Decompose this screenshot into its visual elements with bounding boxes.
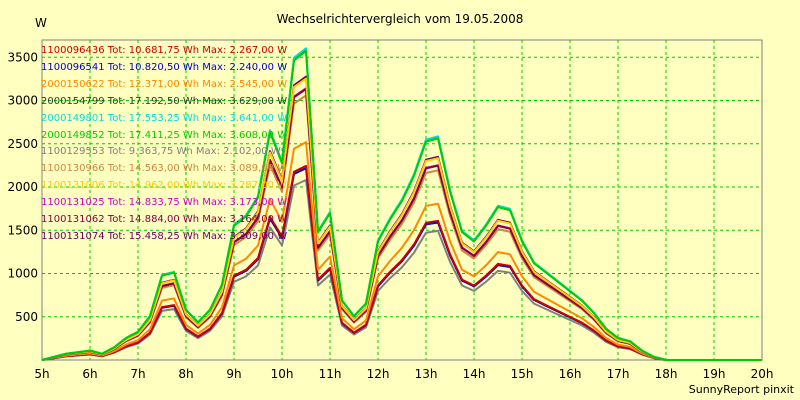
x-tick-label: 17h — [607, 367, 630, 381]
legend-entry: 2000149852 Tot: 17.411,25 Wh Max: 3.608,… — [41, 129, 288, 141]
x-tick-label: 11h — [319, 367, 342, 381]
x-tick-label: 16h — [559, 367, 582, 381]
legend-entry: 1100130966 Tot: 14.563,00 Wh Max: 3.089,… — [41, 163, 288, 175]
x-tick-label: 8h — [178, 367, 193, 381]
x-tick-label: 10h — [271, 367, 294, 381]
x-tick-label: 5h — [34, 367, 49, 381]
x-tick-label: 6h — [82, 367, 97, 381]
footer-credit: SunnyReport pinxit — [688, 383, 794, 396]
x-tick-label: 19h — [703, 367, 726, 381]
y-tick-label: 3000 — [7, 94, 38, 108]
y-axis-unit: W — [35, 16, 47, 30]
legend: 1100096436 Tot: 10.681,75 Wh Max: 2.267,… — [41, 43, 287, 246]
legend-entry: 1100131074 Tot: 15.458,25 Wh Max: 3.309,… — [41, 230, 288, 242]
x-tick-label: 20h — [751, 367, 774, 381]
legend-entry: 2000149801 Tot: 17.553,25 Wh Max: 3.641,… — [41, 112, 288, 124]
legend-entry: 1100131025 Tot: 14.833,75 Wh Max: 3.173,… — [41, 197, 288, 209]
y-tick-label: 1500 — [7, 223, 38, 237]
legend-entry: 1100129553 Tot: 9.363,75 Wh Max: 2.102,0… — [41, 146, 281, 158]
x-tick-label: 14h — [463, 367, 486, 381]
x-tick-label: 9h — [226, 367, 241, 381]
x-tick-label: 12h — [367, 367, 390, 381]
y-tick-label: 3500 — [7, 50, 38, 64]
y-tick-label: 500 — [15, 310, 38, 324]
y-tick-label: 2500 — [7, 137, 38, 151]
x-tick-label: 15h — [511, 367, 534, 381]
series-line-2000150622 — [41, 141, 762, 361]
y-tick-label: 1000 — [7, 267, 38, 281]
legend-entry: 1100131006 Tot: 14.962,00 Wh Max: 3.287,… — [41, 180, 288, 192]
chart-title: Wechselrichtervergleich vom 19.05.2008 — [276, 12, 524, 26]
legend-entry: 1100131062 Tot: 14.884,00 Wh Max: 3.164,… — [41, 214, 288, 226]
legend-entry: 2000150622 Tot: 12.371,00 Wh Max: 2.545,… — [41, 78, 288, 90]
legend-entry: 2000154799 Tot: 17.192,50 Wh Max: 3.629,… — [41, 95, 288, 107]
x-tick-label: 13h — [415, 367, 438, 381]
x-tick-label: 18h — [655, 367, 678, 381]
y-tick-label: 2000 — [7, 180, 38, 194]
legend-entry: 1100096436 Tot: 10.681,75 Wh Max: 2.267,… — [41, 45, 288, 56]
x-tick-label: 7h — [130, 367, 145, 381]
legend-entry: 1100096541 Tot: 10.820,50 Wh Max: 2.240,… — [41, 61, 288, 73]
series-line-2000149852 — [41, 50, 762, 361]
